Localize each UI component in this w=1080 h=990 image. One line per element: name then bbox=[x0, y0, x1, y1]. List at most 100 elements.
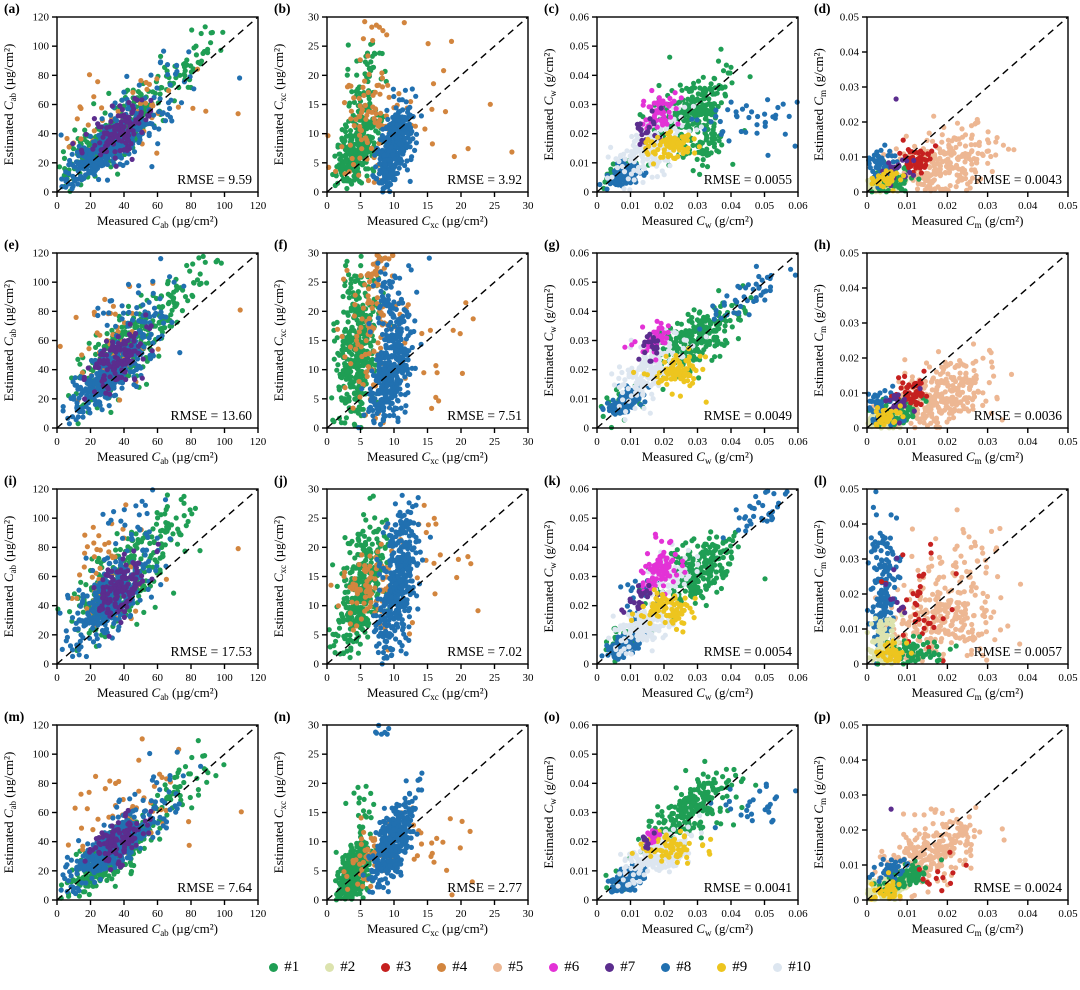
x-tick-label: 0.05 bbox=[1058, 436, 1078, 448]
y-tick-label: 0.04 bbox=[570, 542, 590, 554]
panel-b: 00 5 5 10 10 15 15 20 20 25 25 30 30 (b) RMSE = 3.92 Me… bbox=[271, 1, 534, 230]
y-tick-label: 0 bbox=[854, 423, 860, 435]
identity-line bbox=[56, 16, 259, 193]
x-tick-label: 60 bbox=[152, 200, 164, 212]
y-tick-label: 0 bbox=[584, 423, 590, 435]
x-tick-label: 100 bbox=[216, 672, 233, 684]
series-c8-points bbox=[685, 263, 798, 364]
x-axis-title: Measured Cab (µg/cm²) bbox=[97, 921, 218, 938]
y-axis-title: Estimated Cw (g/cm²) bbox=[541, 520, 558, 632]
legend-swatch-icon bbox=[717, 962, 727, 972]
y-tick-label: 0.02 bbox=[570, 836, 589, 848]
series-c8-points bbox=[380, 495, 421, 548]
rmse-label: RMSE = 17.53 bbox=[170, 644, 252, 659]
legend: #1 #2 #3 #4 #5 #6 #7 #8 #9 #10 bbox=[0, 944, 1080, 990]
x-tick-label: 120 bbox=[250, 908, 267, 920]
identity-line bbox=[326, 724, 529, 901]
series-c7-points bbox=[636, 331, 661, 364]
y-tick-label: 0 bbox=[854, 187, 860, 199]
y-tick-label: 0.01 bbox=[840, 624, 859, 636]
y-tick-label: 15 bbox=[308, 807, 320, 819]
series-c4-points bbox=[362, 19, 407, 44]
y-tick-label: 0.06 bbox=[570, 12, 590, 24]
panel-c: 00 0.01 0.01 0.02 0.02 0.03 0.03 0.04 0.04 0.05 0.… bbox=[541, 1, 808, 230]
series-c4-points bbox=[380, 38, 515, 160]
x-axis-title: Measured Cm (g/cm²) bbox=[911, 449, 1023, 466]
axes-frame bbox=[52, 724, 259, 905]
rmse-label: RMSE = 13.60 bbox=[170, 408, 252, 423]
x-tick-label: 25 bbox=[489, 908, 501, 920]
y-tick-label: 30 bbox=[308, 248, 320, 260]
y-tick-label: 0.05 bbox=[570, 513, 590, 525]
y-tick-label: 0 bbox=[314, 895, 320, 907]
identity-line bbox=[596, 252, 799, 429]
panel-letter: (b) bbox=[274, 1, 291, 16]
legend-label: #9 bbox=[732, 958, 748, 975]
series-c4-points bbox=[237, 307, 243, 313]
y-tick-label: 20 bbox=[38, 393, 50, 405]
y-tick-label: 60 bbox=[38, 335, 50, 347]
x-tick-label: 120 bbox=[250, 672, 267, 684]
y-axis-title: Estimated Cm (g/cm²) bbox=[811, 48, 828, 161]
legend-item-4: #4 bbox=[437, 959, 467, 976]
rmse-label: RMSE = 0.0055 bbox=[704, 172, 793, 187]
x-tick-label: 0.01 bbox=[898, 672, 917, 684]
rmse-label: RMSE = 3.92 bbox=[447, 172, 522, 187]
panel-letter: (i) bbox=[4, 473, 17, 488]
x-tick-label: 0.01 bbox=[898, 908, 917, 920]
rmse-label: RMSE = 0.0036 bbox=[974, 408, 1063, 423]
legend-label: #4 bbox=[452, 958, 468, 975]
legend-swatch-icon bbox=[661, 962, 671, 972]
y-tick-label: 100 bbox=[33, 749, 50, 761]
identity-line bbox=[326, 252, 529, 429]
identity-line bbox=[866, 16, 1069, 193]
legend-label: #3 bbox=[396, 958, 412, 975]
y-tick-label: 0.02 bbox=[570, 128, 589, 140]
x-tick-label: 0.04 bbox=[1018, 436, 1038, 448]
x-tick-label: 15 bbox=[422, 908, 434, 920]
x-tick-label: 0.03 bbox=[978, 200, 998, 212]
y-tick-label: 0.01 bbox=[840, 152, 859, 164]
x-tick-label: 10 bbox=[389, 200, 401, 212]
x-tick-label: 40 bbox=[119, 436, 131, 448]
x-tick-label: 0.02 bbox=[938, 672, 957, 684]
legend-item-7: #7 bbox=[605, 959, 635, 976]
x-tick-label: 0 bbox=[324, 672, 330, 684]
y-tick-label: 120 bbox=[33, 12, 50, 24]
y-tick-label: 100 bbox=[33, 41, 50, 53]
y-axis-title: Estimated Cxc (µg/cm²) bbox=[271, 516, 288, 638]
y-tick-label: 0.03 bbox=[570, 99, 590, 111]
x-tick-label: 40 bbox=[119, 200, 131, 212]
x-tick-label: 0 bbox=[594, 436, 600, 448]
x-tick-label: 10 bbox=[389, 908, 401, 920]
x-tick-label: 100 bbox=[216, 200, 233, 212]
y-tick-label: 0.05 bbox=[840, 248, 860, 260]
identity-line bbox=[866, 724, 1069, 901]
x-tick-label: 25 bbox=[489, 200, 501, 212]
y-tick-label: 0.01 bbox=[570, 157, 589, 169]
x-tick-label: 0.02 bbox=[654, 672, 673, 684]
y-tick-label: 0.03 bbox=[840, 82, 860, 94]
y-tick-label: 0.01 bbox=[840, 860, 859, 872]
axes-frame bbox=[322, 252, 529, 433]
y-axis-title: Estimated Cab (µg/cm²) bbox=[1, 44, 18, 166]
y-tick-label: 20 bbox=[308, 306, 320, 318]
panel-m: 00 20 20 40 40 60 60 80 80 100 100 120 120 (m) RMSE = … bbox=[1, 709, 267, 938]
y-tick-label: 0.06 bbox=[570, 484, 590, 496]
x-tick-label: 0.02 bbox=[938, 908, 957, 920]
legend-swatch-icon bbox=[325, 962, 335, 972]
y-tick-label: 10 bbox=[308, 364, 320, 376]
axes-frame bbox=[862, 252, 1069, 433]
panel-n: 00 5 5 10 10 15 15 20 20 25 25 30 30 (n) RMSE = 2.77 Me… bbox=[271, 709, 535, 938]
x-tick-label: 15 bbox=[422, 672, 434, 684]
series-c8-points bbox=[83, 487, 173, 601]
rmse-label: RMSE = 7.64 bbox=[177, 880, 252, 895]
y-tick-label: 40 bbox=[38, 600, 50, 612]
x-tick-label: 30 bbox=[523, 908, 535, 920]
y-tick-label: 0.05 bbox=[840, 484, 860, 496]
x-tick-label: 0.01 bbox=[898, 436, 917, 448]
x-tick-label: 0.03 bbox=[688, 908, 708, 920]
x-tick-label: 0.06 bbox=[788, 436, 808, 448]
x-axis-title: Measured Cxc (µg/cm²) bbox=[367, 213, 488, 230]
series-c1-points bbox=[151, 738, 227, 824]
